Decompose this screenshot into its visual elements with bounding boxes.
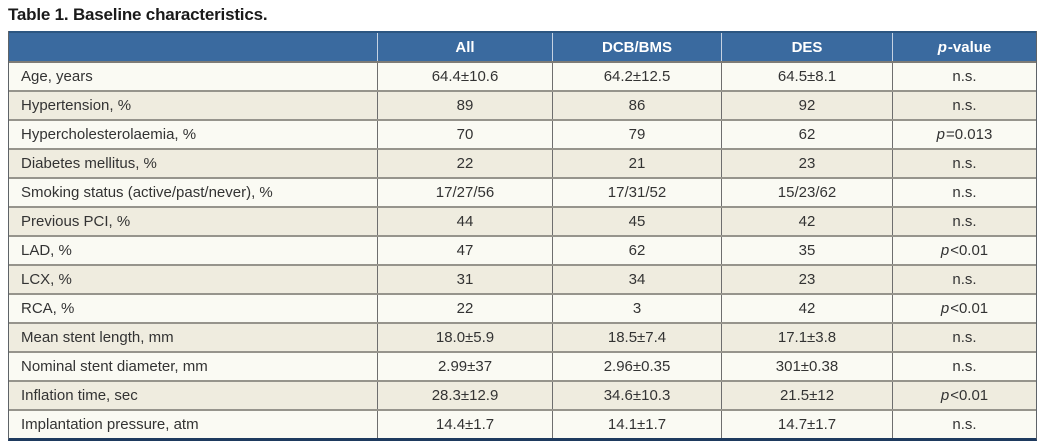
column-header-dcb-bms: DCB/BMS [552,33,721,61]
cell-dcb-bms: 34 [552,266,721,293]
cell-p-value: n.s. [892,150,1036,177]
table-row: Age, years 64.4±10.6 64.2±12.5 64.5±8.1 n.s. [9,63,1036,90]
cell-des: 15/23/62 [721,179,892,206]
cell-dcb-bms: 86 [552,92,721,119]
cell-p-value: n.s. [892,63,1036,90]
cell-des: 64.5±8.1 [721,63,892,90]
row-label: LCX, % [21,271,72,288]
cell-all: 70 [377,121,552,148]
table-header-row: All DCB/BMS DES p -value [9,31,1036,63]
cell-p-value: n.s. [892,411,1036,438]
cell-dcb-bms: 21 [552,150,721,177]
cell-dcb-bms: 79 [552,121,721,148]
cell-all: 2.99±37 [377,353,552,380]
table-row: Mean stent length, mm 18.0±5.9 18.5±7.4 17.… [9,322,1036,351]
cell-dcb-bms: 3 [552,295,721,322]
cell-dcb-bms: 45 [552,208,721,235]
table-row: RCA, % 22 3 42 p <0.01 [9,293,1036,322]
cell-all: 44 [377,208,552,235]
row-label: Implantation pressure, atm [21,416,199,433]
table-row: Hypertension, % 89 86 92 n.s. [9,90,1036,119]
cell-all: 64.4±10.6 [377,63,552,90]
cell-p-value: n.s. [892,179,1036,206]
cell-des: 35 [721,237,892,264]
row-label: Hypercholesterolaemia, % [21,126,197,143]
cell-p-value: p <0.01 [892,382,1036,409]
cell-dcb-bms: 18.5±7.4 [552,324,721,351]
row-label: Hypertension, % [21,97,132,114]
cell-des: 42 [721,208,892,235]
table-row: LAD, % 47 62 35 p <0.01 [9,235,1036,264]
cell-des: 62 [721,121,892,148]
table-row: Implantation pressure, atm 14.4±1.7 14.1±1… [9,409,1036,438]
column-header-des: DES [721,33,892,61]
cell-des: 17.1±3.8 [721,324,892,351]
cell-all: 28.3±12.9 [377,382,552,409]
cell-p-value: p =0.013 [892,121,1036,148]
table-row: Hypercholesterolaemia, % 70 79 62 p =0.013 [9,119,1036,148]
table-row: Nominal stent diameter, mm 2.99±37 2.96±0.… [9,351,1036,380]
cell-dcb-bms: 34.6±10.3 [552,382,721,409]
row-label: Inflation time, sec [21,387,138,404]
table-row: Previous PCI, % 44 45 42 n.s. [9,206,1036,235]
cell-dcb-bms: 14.1±1.7 [552,411,721,438]
cell-all: 18.0±5.9 [377,324,552,351]
cell-all: 17/27/56 [377,179,552,206]
table-row: Diabetes mellitus, % 22 21 23 n.s. [9,148,1036,177]
row-label: Age, years [21,68,93,85]
cell-p-value: n.s. [892,92,1036,119]
cell-p-value: p <0.01 [892,237,1036,264]
cell-des: 23 [721,266,892,293]
row-label: LAD, % [21,242,72,259]
cell-all: 22 [377,295,552,322]
cell-p-value: n.s. [892,324,1036,351]
row-label: RCA, % [21,300,75,317]
row-label: Nominal stent diameter, mm [21,358,208,375]
cell-p-value: p <0.01 [892,295,1036,322]
cell-dcb-bms: 17/31/52 [552,179,721,206]
table-row: LCX, % 31 34 23 n.s. [9,264,1036,293]
cell-des: 14.7±1.7 [721,411,892,438]
cell-p-value: n.s. [892,353,1036,380]
cell-all: 14.4±1.7 [377,411,552,438]
table-body: Age, years 64.4±10.6 64.2±12.5 64.5±8.1 n.s.… [9,63,1036,438]
cell-dcb-bms: 64.2±12.5 [552,63,721,90]
column-header-parameter [9,33,377,61]
table-row: Smoking status (active/past/never), % 17/… [9,177,1036,206]
cell-all: 89 [377,92,552,119]
cell-all: 31 [377,266,552,293]
cell-des: 92 [721,92,892,119]
row-label: Smoking status (active/past/never), % [21,184,273,201]
cell-dcb-bms: 62 [552,237,721,264]
cell-p-value: n.s. [892,266,1036,293]
cell-des: 301±0.38 [721,353,892,380]
column-header-p-value: p -value [892,33,1036,61]
table-row: Inflation time, sec 28.3±12.9 34.6±10.3 21.… [9,380,1036,409]
table-title: Table 1. Baseline characteristics. [8,5,268,24]
cell-des: 21.5±12 [721,382,892,409]
column-header-all: All [377,33,552,61]
cell-dcb-bms: 2.96±0.35 [552,353,721,380]
row-label: Mean stent length, mm [21,329,174,346]
baseline-characteristics-table: All DCB/BMS DES p -value Age, years 64.4±10.6… [8,31,1037,441]
cell-all: 22 [377,150,552,177]
row-label: Diabetes mellitus, % [21,155,157,172]
cell-des: 23 [721,150,892,177]
row-label: Previous PCI, % [21,213,131,230]
cell-des: 42 [721,295,892,322]
cell-p-value: n.s. [892,208,1036,235]
cell-all: 47 [377,237,552,264]
